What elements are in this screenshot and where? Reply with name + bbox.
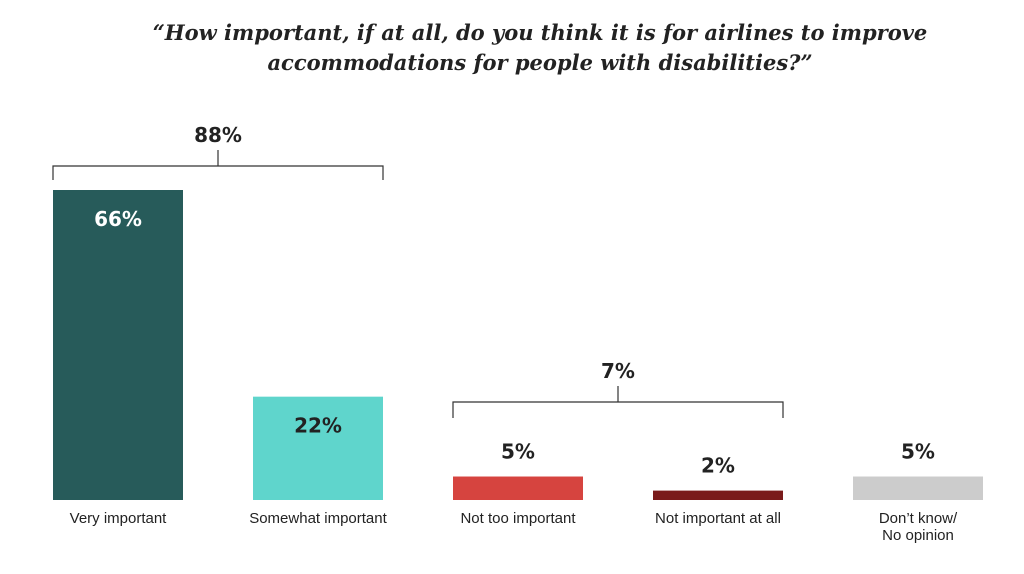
category-label: Somewhat important [249, 510, 387, 527]
bar [653, 490, 783, 500]
value-label: 22% [294, 414, 342, 438]
bar [853, 476, 983, 500]
category-label: No opinion [882, 527, 954, 544]
bar [453, 476, 583, 500]
category-label: Not important at all [655, 510, 781, 527]
category-label: Don’t know/ [879, 510, 958, 527]
group-total-label: 88% [194, 123, 242, 147]
value-label: 5% [501, 440, 535, 464]
category-label: Not too important [460, 510, 576, 527]
group-bracket [452, 386, 784, 418]
category-label: Very important [70, 510, 168, 527]
value-label: 5% [901, 440, 935, 464]
bar [53, 190, 183, 500]
chart-title: “How important, if at all, do you think … [152, 20, 928, 75]
group-bracket [52, 150, 384, 180]
value-label: 2% [701, 454, 735, 478]
group-total-label: 7% [601, 359, 635, 383]
value-label: 66% [94, 207, 142, 231]
bar [253, 396, 383, 500]
